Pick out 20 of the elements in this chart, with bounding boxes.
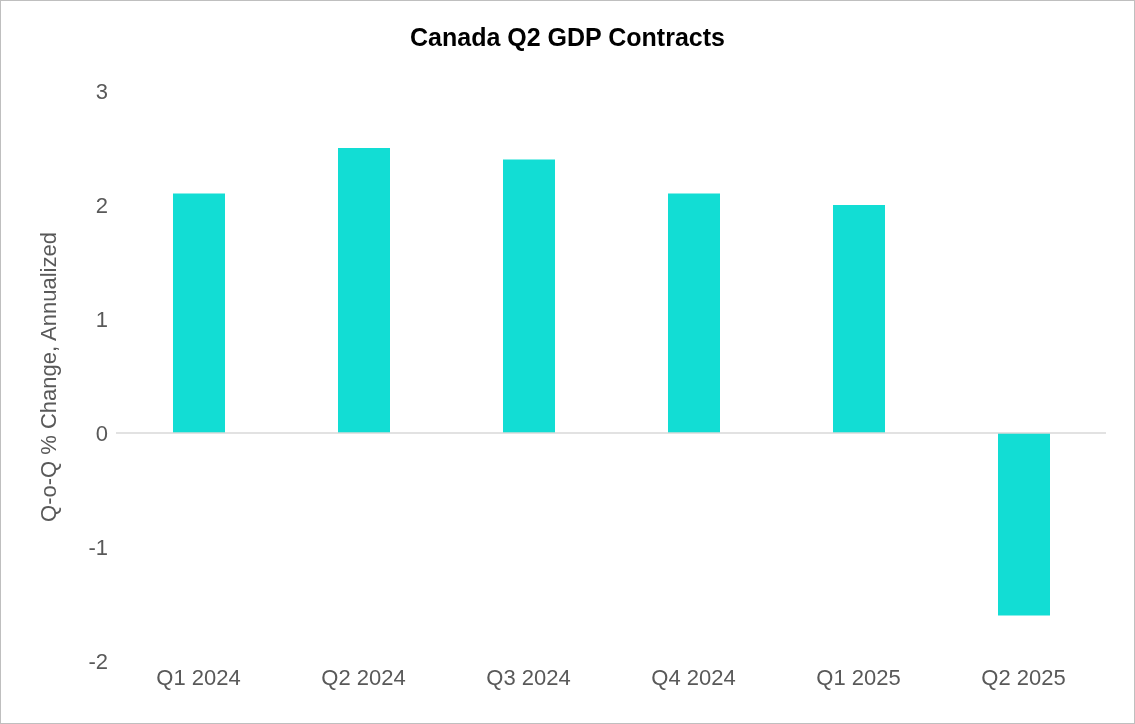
x-tick-label: Q3 2024	[486, 664, 571, 690]
bar	[833, 205, 885, 433]
bar	[338, 148, 390, 433]
y-tick-label: 2	[95, 192, 108, 218]
x-tick-label: Q1 2025	[816, 664, 901, 690]
x-tick-label: Q2 2024	[321, 664, 406, 690]
y-tick-label: 0	[95, 420, 108, 446]
y-axis-title: Q-o-Q % Change, Annualized	[36, 232, 62, 522]
y-tick-label: -1	[88, 534, 108, 560]
y-tick-label: 3	[95, 78, 108, 104]
x-tick-label: Q4 2024	[651, 664, 736, 690]
x-tick-label: Q1 2024	[156, 664, 241, 690]
bar	[503, 159, 555, 433]
y-tick-label: 1	[95, 306, 108, 332]
bar	[173, 193, 225, 433]
x-tick-label: Q2 2025	[981, 664, 1066, 690]
bar	[668, 193, 720, 433]
bar	[998, 433, 1050, 616]
y-tick-label: -2	[88, 648, 108, 674]
chart-title: Canada Q2 GDP Contracts	[409, 23, 726, 52]
